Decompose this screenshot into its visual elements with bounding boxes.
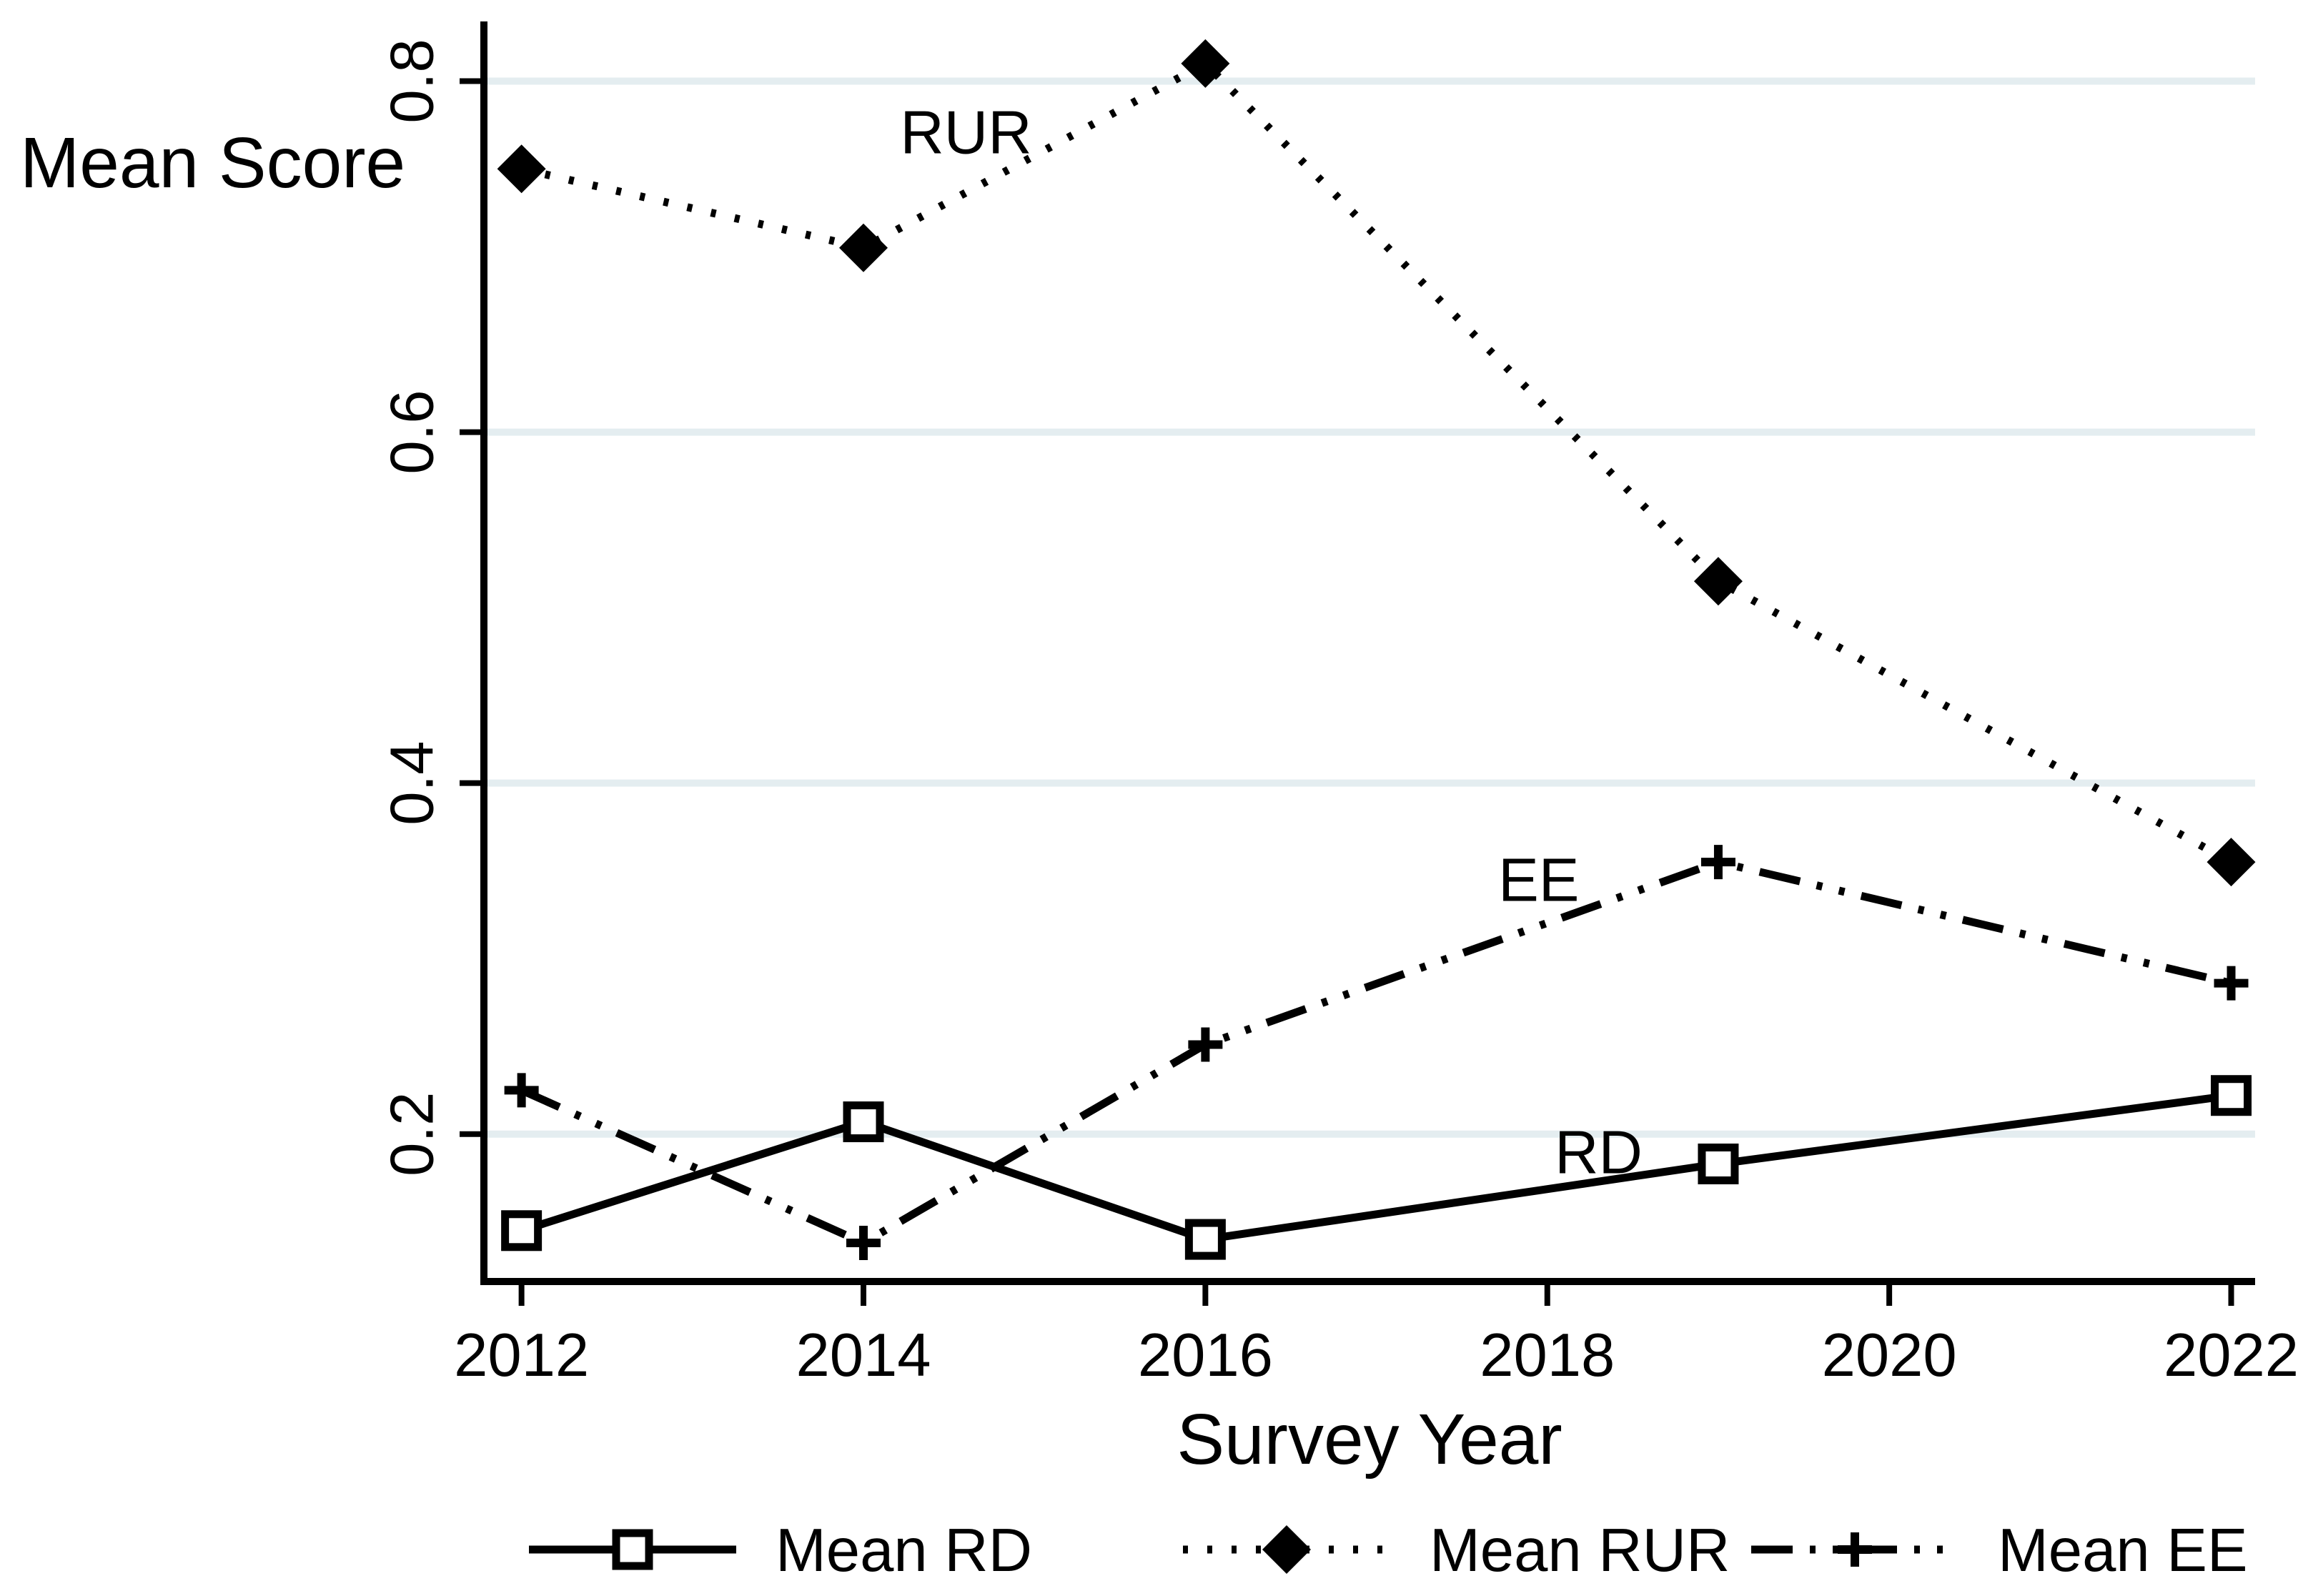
- legend-item-mean-rur: Mean RUR: [1183, 1517, 1730, 1585]
- legend-marker-mean-rur: [1262, 1525, 1311, 1574]
- marker-mean-rur-2016: [1181, 39, 1230, 88]
- marker-mean-rd-2012: [501, 1210, 543, 1251]
- x-tick-label-2022: 2022: [2164, 1322, 2298, 1389]
- marker-mean-rur-2014: [839, 223, 888, 272]
- series-mean-ee: [504, 845, 2249, 1260]
- legend-label-mean-rur: Mean RUR: [1430, 1517, 1730, 1585]
- gridlines: [487, 77, 2255, 1138]
- tick-marks: [460, 78, 2234, 1306]
- series-mean-rd: [501, 1075, 2252, 1260]
- series-line-mean-rur: [520, 59, 2234, 866]
- legend-marker-mean-rd: [612, 1529, 653, 1570]
- marker-mean-rd-2016: [1184, 1219, 1226, 1260]
- x-axis-title: Survey Year: [1177, 1399, 1562, 1479]
- x-tick-label-2012: 2012: [454, 1322, 589, 1389]
- series-line-mean-rd: [520, 1091, 2232, 1244]
- x-tick-label-2014: 2014: [796, 1322, 931, 1389]
- legend-label-mean-rd: Mean RD: [776, 1517, 1032, 1585]
- y-tick-label-0.8: 0.8: [378, 39, 446, 123]
- series-mean-rur: [497, 39, 2256, 887]
- inplot-annotations: RUR EE RD: [900, 99, 1642, 1187]
- marker-mean-rd-2014: [843, 1101, 884, 1143]
- series-line-mean-ee: [520, 858, 2232, 1248]
- marker-mean-rur-2012: [497, 144, 546, 194]
- tick-labels: 0.2 0.4 0.6 0.8 2012 2014 2016 2018 2020 2022: [378, 39, 2298, 1389]
- legend-label-mean-ee: Mean EE: [1998, 1517, 2248, 1585]
- marker-mean-rd-2019: [1698, 1143, 1739, 1184]
- marker-mean-rur-2019: [1693, 557, 1743, 606]
- y-tick-label-0.6: 0.6: [378, 390, 446, 474]
- series-group: [497, 39, 2256, 1260]
- inplot-label-rd: RD: [1555, 1119, 1643, 1186]
- inplot-label-ee: EE: [1498, 847, 1579, 915]
- inplot-label-rur: RUR: [900, 99, 1031, 167]
- x-tick-label-2016: 2016: [1138, 1322, 1273, 1389]
- y-axis-title: Mean Score: [20, 123, 405, 203]
- y-tick-label-0.4: 0.4: [378, 741, 446, 826]
- marker-mean-rd-2022: [2211, 1075, 2252, 1116]
- axes: [480, 21, 2255, 1285]
- x-tick-label-2020: 2020: [1822, 1322, 1957, 1389]
- x-tick-label-2018: 2018: [1480, 1322, 1615, 1389]
- marker-mean-rur-2022: [2207, 838, 2256, 887]
- legend: Mean RD Mean RUR Mean EE: [529, 1517, 2248, 1585]
- legend-item-mean-rd: Mean RD: [529, 1517, 1032, 1585]
- y-tick-label-0.2: 0.2: [378, 1092, 446, 1176]
- legend-item-mean-ee: Mean EE: [1751, 1517, 2248, 1585]
